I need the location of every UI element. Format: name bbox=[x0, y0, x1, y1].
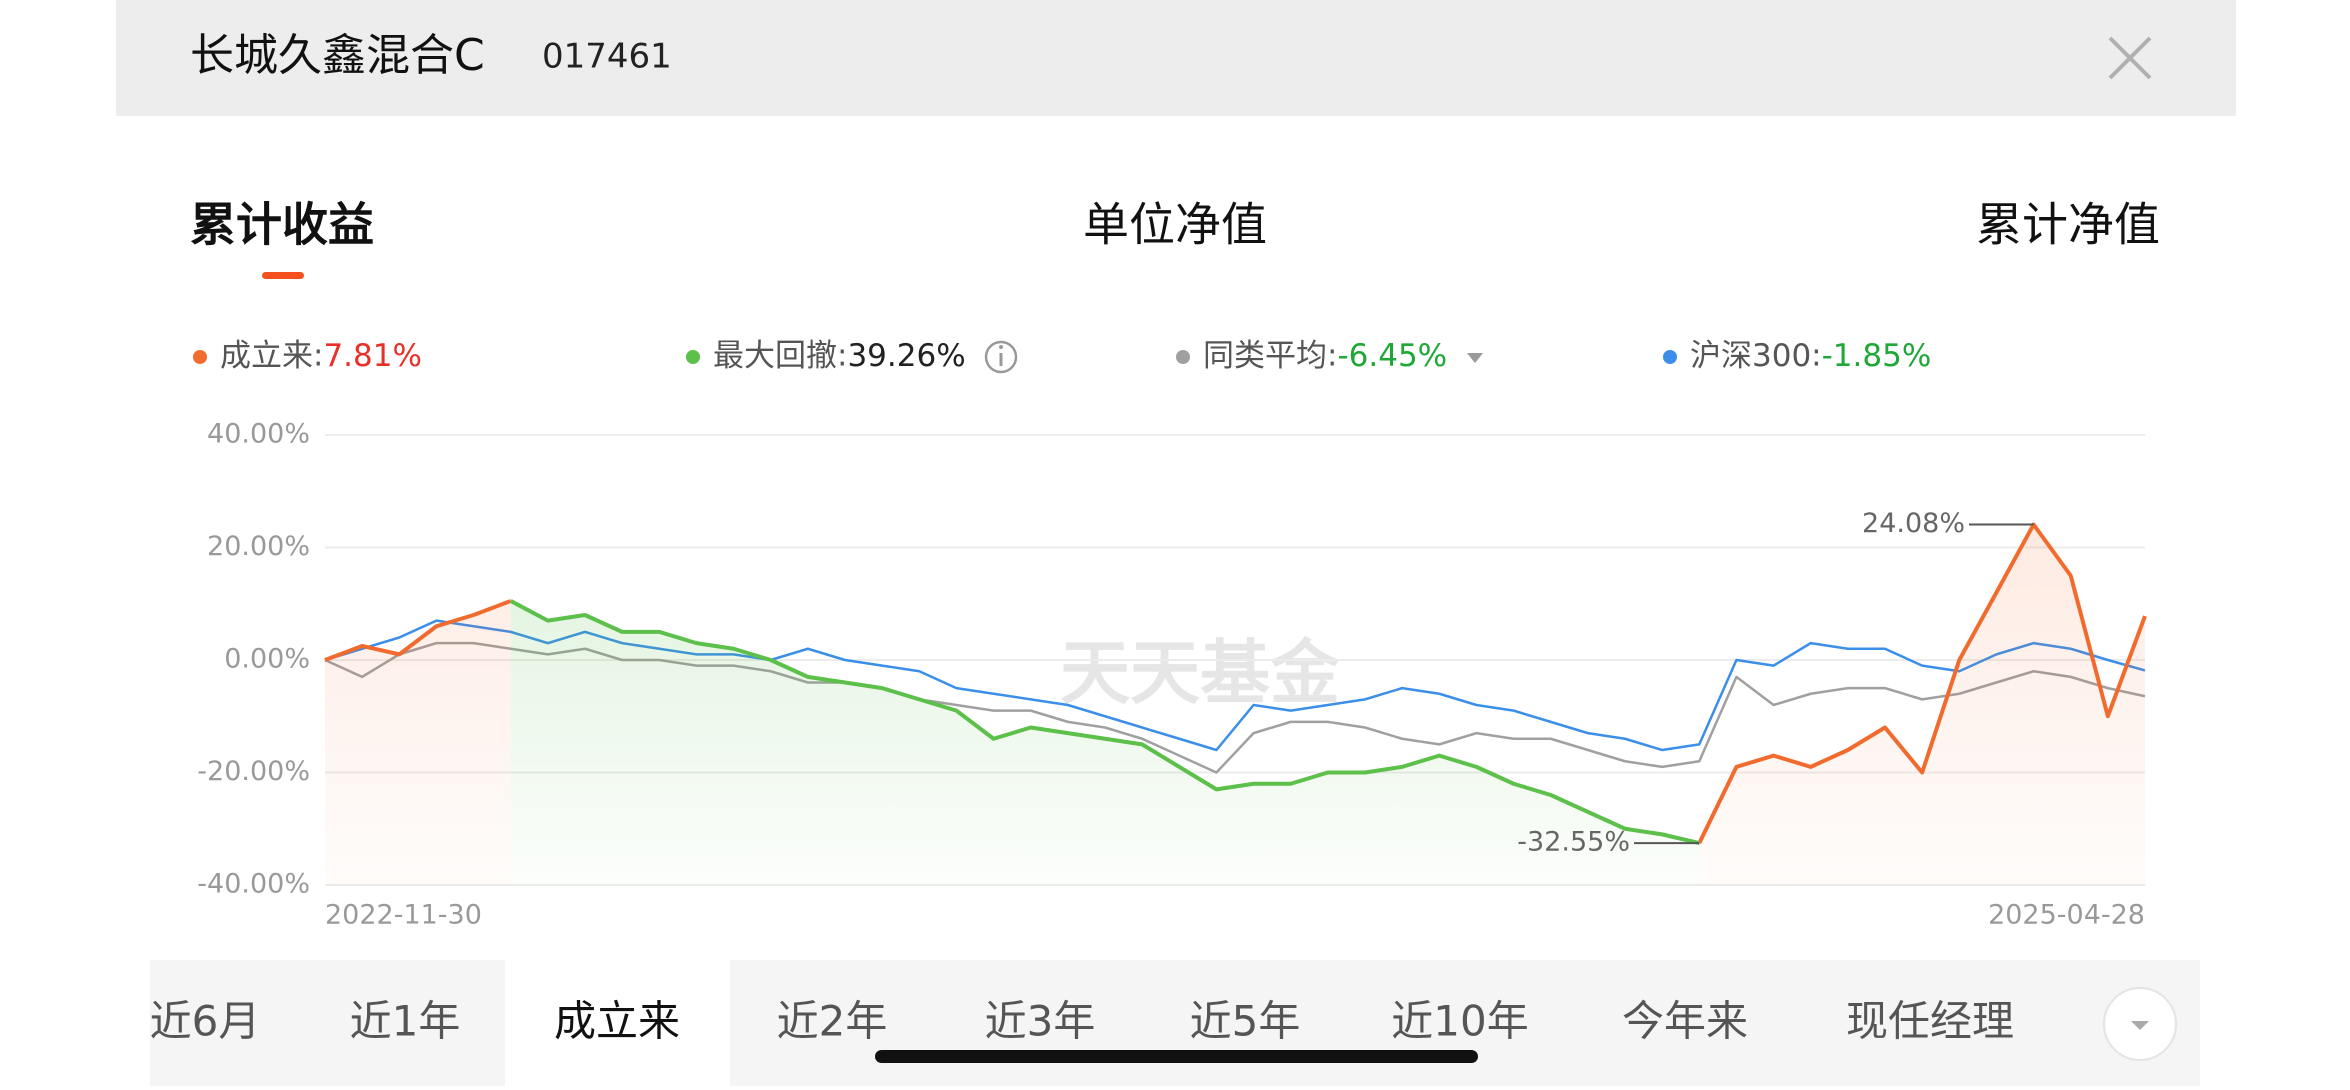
legend-entry: 成立来:7.81% bbox=[220, 338, 422, 374]
legend-name: 最大回撤 bbox=[713, 338, 837, 374]
close-button[interactable] bbox=[2108, 36, 2152, 80]
legend-dot bbox=[1663, 350, 1677, 364]
dropdown-icon[interactable] bbox=[1467, 353, 1483, 363]
y-tick-label: 0.00% bbox=[224, 644, 310, 675]
legend-entry: 同类平均:-6.45% bbox=[1203, 338, 1447, 374]
y-tick-label: 20.00% bbox=[207, 531, 310, 562]
period-selected bbox=[505, 960, 730, 1086]
annotation: 24.08% bbox=[1862, 508, 1965, 539]
legend-value: -6.45% bbox=[1337, 338, 1447, 374]
period-tab[interactable]: 近5年 bbox=[1190, 997, 1301, 1046]
legend-dot bbox=[686, 350, 700, 364]
legend-value: 7.81% bbox=[323, 338, 421, 374]
series-line bbox=[509, 599, 1700, 846]
legend-name: 同类平均 bbox=[1203, 338, 1327, 374]
period-tab[interactable]: 现任经理 bbox=[1846, 997, 2014, 1046]
tab-indicator bbox=[262, 272, 304, 279]
watermark: 天天基金 bbox=[1060, 632, 1341, 714]
x-tick-label: 2022-11-30 bbox=[325, 900, 482, 931]
period-tab[interactable]: 近6月 bbox=[150, 997, 261, 1046]
legend-value: -1.85% bbox=[1822, 338, 1932, 374]
period-tab[interactable]: 近2年 bbox=[777, 997, 888, 1046]
series-line bbox=[324, 522, 2147, 844]
home-indicator bbox=[875, 1050, 1478, 1063]
y-tick-label: -20.00% bbox=[197, 756, 310, 787]
fund-code: 017461 bbox=[542, 37, 672, 77]
more-icon bbox=[2131, 1021, 2149, 1030]
period-bar bbox=[150, 960, 2200, 1086]
annotation: -32.55% bbox=[1517, 827, 1630, 858]
series-area bbox=[510, 600, 1700, 885]
metric-tab[interactable]: 单位净值 bbox=[1083, 198, 1267, 252]
period-tab[interactable]: 近3年 bbox=[985, 997, 1096, 1046]
legend-dot bbox=[1176, 350, 1190, 364]
legend-entry: 最大回撤:39.26% bbox=[713, 338, 966, 374]
x-tick-label: 2025-04-28 bbox=[1988, 900, 2145, 931]
info-icon-dot bbox=[999, 345, 1003, 349]
fund-title: 长城久鑫混合C bbox=[190, 30, 485, 81]
period-tab[interactable]: 今年来 bbox=[1622, 997, 1748, 1046]
legend-dot bbox=[193, 350, 207, 364]
legend-entry: 沪深300:-1.85% bbox=[1690, 338, 1931, 374]
metric-tab[interactable]: 累计净值 bbox=[1976, 198, 2160, 252]
y-tick-label: -40.00% bbox=[197, 869, 310, 900]
info-icon[interactable] bbox=[984, 340, 1018, 374]
metric-tab[interactable]: 累计收益 bbox=[190, 198, 374, 252]
y-tick-label: 40.00% bbox=[207, 419, 310, 450]
legend-value: 39.26% bbox=[847, 338, 965, 374]
period-tab[interactable]: 近10年 bbox=[1391, 997, 1528, 1046]
period-tab[interactable]: 近1年 bbox=[350, 997, 461, 1046]
legend-name: 成立来 bbox=[220, 338, 313, 374]
header-bar bbox=[116, 0, 2236, 116]
legend-name: 沪深300 bbox=[1690, 338, 1811, 374]
period-tab[interactable]: 成立来 bbox=[554, 997, 680, 1046]
series-area bbox=[325, 524, 2145, 885]
